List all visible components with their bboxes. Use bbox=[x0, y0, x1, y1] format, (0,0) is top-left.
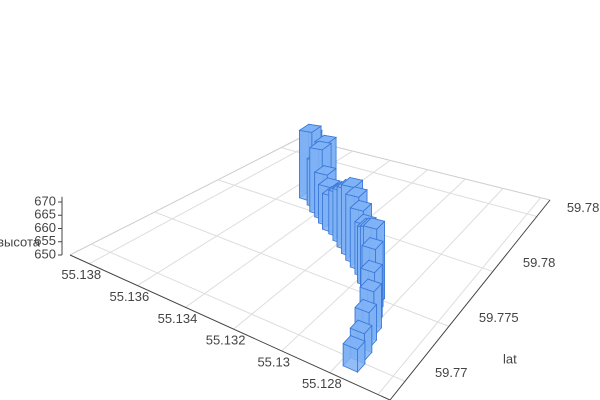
x-axis-line bbox=[69, 254, 391, 400]
x-tick-label: 55.136 bbox=[109, 289, 149, 304]
bar bbox=[342, 334, 366, 374]
bar-top bbox=[360, 259, 383, 274]
z-tick-label: 670 bbox=[34, 193, 56, 208]
grid-line bbox=[377, 197, 541, 395]
bar-top bbox=[361, 237, 384, 250]
z-axis-title: высота bbox=[0, 234, 41, 249]
z-tick-label: 665 bbox=[34, 207, 56, 222]
y-axis-line bbox=[389, 199, 551, 400]
bar-top bbox=[349, 199, 373, 212]
x-tick-label: 55.132 bbox=[206, 333, 246, 348]
bar-top bbox=[359, 278, 383, 293]
bar-top bbox=[313, 165, 337, 176]
x-tick-label: 55.128 bbox=[302, 376, 342, 391]
x-tick-label: 55.13 bbox=[257, 354, 290, 369]
bar-top bbox=[349, 319, 373, 335]
y-tick-label: 59.78 bbox=[523, 255, 556, 270]
z-tick-label: 655 bbox=[34, 233, 56, 248]
y-tick-label: 59.775 bbox=[479, 310, 519, 325]
floor-edge bbox=[69, 137, 301, 256]
floor-edge bbox=[299, 137, 551, 201]
y-tick-label: 59.77 bbox=[435, 365, 468, 380]
bar-top bbox=[354, 298, 378, 314]
z-tick-label: 650 bbox=[34, 246, 56, 261]
bar-top bbox=[342, 335, 366, 351]
z-tick-label: 660 bbox=[34, 220, 56, 235]
y-tick-label: 59.785 bbox=[567, 200, 600, 215]
x-tick-label: 55.138 bbox=[61, 267, 101, 282]
grid-line bbox=[89, 141, 316, 265]
x-tick-label: 55.126 bbox=[350, 398, 390, 400]
bar-top bbox=[308, 140, 333, 151]
grid-line bbox=[233, 169, 429, 330]
bar-top bbox=[298, 123, 323, 133]
bar-top bbox=[362, 217, 386, 230]
bar-top bbox=[344, 186, 368, 198]
x-tick-label: 55.134 bbox=[158, 311, 198, 326]
y-axis-title: lat bbox=[503, 351, 517, 366]
grid-line bbox=[154, 211, 450, 327]
